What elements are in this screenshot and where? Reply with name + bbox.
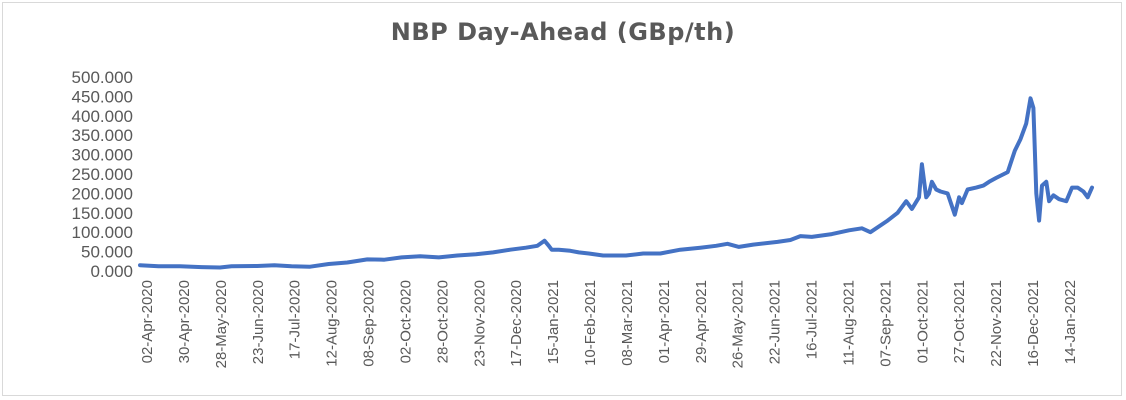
- x-tick-label: 08-Sep-2020: [361, 280, 378, 367]
- x-tick-label: 28-May-2020: [213, 280, 230, 368]
- x-tick-label: 11-Aug-2021: [840, 280, 857, 366]
- x-tick-label: 02-Apr-2020: [139, 280, 156, 363]
- y-tick-label: 150.000: [72, 204, 133, 223]
- y-tick-label: 100.000: [72, 223, 133, 242]
- x-tick-label: 22-Jun-2021: [767, 280, 784, 364]
- x-tick-label: 23-Nov-2020: [471, 280, 488, 367]
- y-tick-label: 500.000: [72, 68, 133, 87]
- y-tick-label: 50.000: [81, 243, 133, 262]
- x-tick-label: 07-Sep-2021: [877, 280, 894, 367]
- series-line: [138, 96, 1094, 270]
- x-tick-label: 29-Apr-2021: [693, 280, 710, 363]
- chart-title: NBP Day-Ahead (GBp/th): [390, 18, 736, 46]
- x-tick-label: 23-Jun-2020: [250, 280, 267, 364]
- x-tick-label: 10-Feb-2021: [582, 280, 599, 366]
- x-tick-label: 17-Dec-2020: [508, 280, 525, 367]
- x-tick-label: 15-Jan-2021: [545, 280, 562, 364]
- y-tick-label: 350.000: [72, 126, 133, 145]
- y-tick-label: 0.000: [90, 262, 133, 281]
- x-tick-label: 16-Jul-2021: [804, 280, 821, 359]
- y-tick-label: 250.000: [72, 165, 133, 184]
- x-tick-label: 02-Oct-2020: [397, 280, 414, 363]
- y-tick-label: 400.000: [72, 107, 133, 126]
- x-tick-label: 28-Oct-2020: [434, 280, 451, 363]
- x-tick-label: 01-Oct-2021: [914, 280, 931, 363]
- y-tick-label: 200.000: [72, 184, 133, 203]
- chart-frame: [2, 2, 1122, 396]
- x-tick-label: 17-Jul-2020: [287, 280, 304, 359]
- y-axis: 0.00050.000100.000150.000200.000250.0003…: [72, 68, 133, 281]
- x-tick-label: 26-May-2021: [730, 280, 747, 368]
- y-tick-label: 300.000: [72, 146, 133, 165]
- y-tick-label: 450.000: [72, 87, 133, 106]
- x-tick-label: 12-Aug-2020: [324, 280, 341, 367]
- x-tick-label: 14-Jan-2022: [1062, 280, 1079, 364]
- x-tick-label: 27-Oct-2021: [951, 280, 968, 363]
- x-tick-label: 01-Apr-2021: [656, 280, 673, 363]
- x-tick-label: 30-Apr-2020: [176, 280, 193, 363]
- x-axis: 02-Apr-2020 30-Apr-2020 28-May-2020 23-Jun-…: [139, 280, 1079, 368]
- plot-area: [138, 96, 1094, 270]
- x-tick-label: 22-Nov-2021: [988, 280, 1005, 367]
- x-tick-label: 16-Dec-2021: [1025, 280, 1042, 367]
- x-tick-label: 08-Mar-2021: [619, 280, 636, 366]
